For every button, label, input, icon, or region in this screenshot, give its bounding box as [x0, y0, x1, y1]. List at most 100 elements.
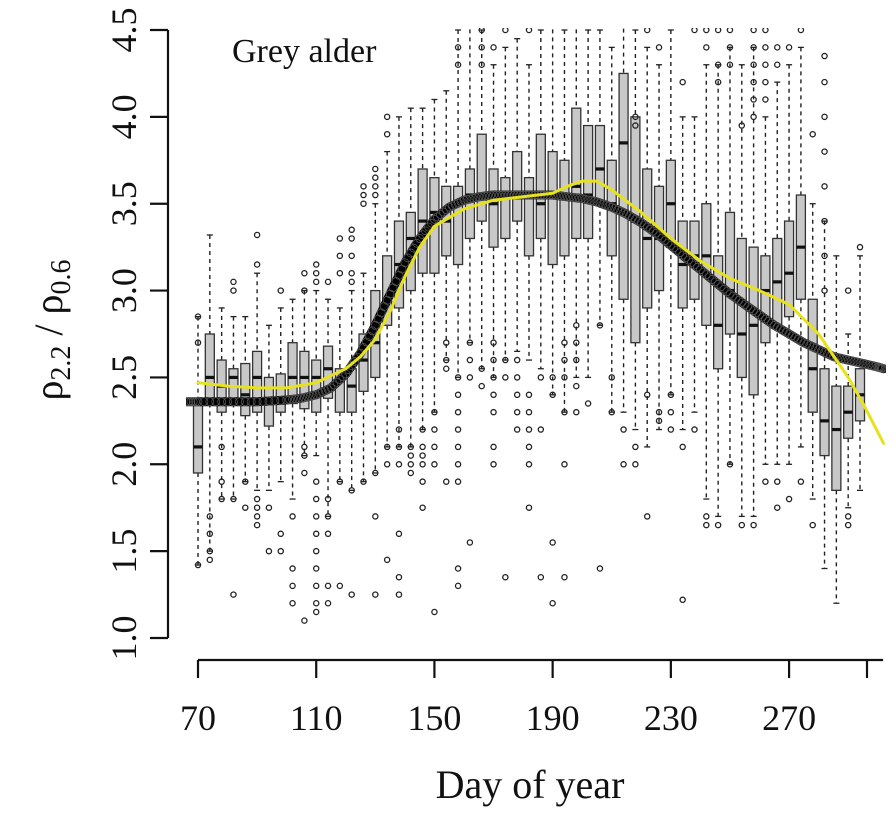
- outlier-point: [478, 28, 485, 34]
- boxplot-day-178: [512, 10, 523, 433]
- smooth-fit-point: [678, 250, 688, 260]
- outlier-point: [265, 504, 273, 511]
- smooth-fit-point: [571, 193, 581, 203]
- outlier-point: [383, 130, 391, 138]
- outlier-point: [714, 28, 722, 34]
- outlier-point: [301, 269, 308, 277]
- smooth-fit-point: [642, 222, 652, 232]
- outlier-point: [750, 521, 757, 529]
- outlier-point: [797, 478, 805, 485]
- boxplot-day-110: [311, 261, 322, 616]
- outlier-point: [348, 278, 355, 286]
- outlier-point: [253, 521, 261, 529]
- smooth-fit-point: [858, 359, 868, 368]
- outlier-point: [419, 452, 426, 459]
- smooth-fit-point: [663, 238, 673, 248]
- outlier-point: [312, 608, 320, 616]
- box-iqr: [523, 177, 535, 257]
- outlier-point: [324, 495, 332, 503]
- boxplot-day-94: [263, 324, 275, 555]
- smooth-fit-point: [734, 295, 744, 305]
- outlier-point: [809, 130, 816, 138]
- outlier-point: [253, 231, 261, 239]
- outlier-point: [312, 261, 320, 268]
- boxplot-day-90: [251, 231, 263, 529]
- outlier-point: [525, 391, 533, 399]
- smooth-fit-point: [406, 248, 416, 258]
- outlier-point: [348, 487, 355, 494]
- outlier-point: [703, 521, 710, 529]
- outlier-point: [431, 461, 438, 468]
- outlier-point: [372, 591, 379, 598]
- smooth-fit-point: [468, 193, 478, 203]
- smooth-fit-point: [758, 312, 767, 322]
- boxplot-day-174: [500, 28, 511, 581]
- smooth-fit-point: [855, 358, 865, 368]
- outlier-point: [490, 374, 497, 381]
- smooth-fit-point: [186, 397, 191, 407]
- outlier-point: [608, 374, 616, 381]
- outlier-point: [726, 61, 734, 68]
- smooth-fit-point: [291, 394, 300, 404]
- smooth-fit-point: [299, 393, 309, 402]
- outlier-point: [809, 521, 816, 529]
- outlier-point: [407, 469, 415, 477]
- boxplot-day-270: [783, 44, 795, 503]
- boxplot-day-122: [346, 226, 357, 598]
- outlier-point: [312, 600, 320, 607]
- outlier-point: [312, 513, 320, 520]
- outlier-point: [490, 443, 497, 451]
- outlier-point: [395, 573, 403, 581]
- smooth-fit-point: [681, 253, 691, 262]
- y-label-rho-1: ρ: [26, 381, 71, 401]
- boxplot-day-166: [476, 28, 487, 390]
- smooth-fit-point: [376, 308, 386, 318]
- boxplot-day-138: [393, 116, 405, 598]
- outlier-point: [454, 565, 462, 572]
- outlier-point: [419, 504, 426, 511]
- smooth-fit-point: [672, 245, 682, 255]
- outlier-point: [561, 339, 568, 346]
- outlier-point: [821, 217, 828, 225]
- outlier-point: [704, 10, 709, 15]
- outlier-point: [844, 513, 852, 520]
- outlier-point: [277, 530, 284, 538]
- smooth-fit-point: [660, 236, 670, 245]
- outlier-point: [218, 478, 225, 485]
- outlier-point: [573, 356, 580, 364]
- smooth-fit-point: [698, 267, 708, 277]
- smooth-fit-point: [719, 284, 729, 294]
- boxplot-day-234: [677, 78, 688, 604]
- boxplot-day-218: [630, 29, 641, 468]
- smooth-fit-point: [512, 190, 522, 200]
- box-iqr: [251, 350, 263, 413]
- outlier-point: [478, 61, 485, 68]
- box-iqr: [571, 107, 582, 240]
- smooth-fit-point: [270, 396, 280, 406]
- boxplot-day-186: [535, 29, 546, 581]
- outlier-point: [525, 28, 533, 34]
- smooth-fit-point: [684, 255, 693, 265]
- outlier-point: [490, 461, 497, 468]
- outlier-point: [774, 44, 781, 51]
- outlier-point: [431, 443, 438, 451]
- outlier-point: [655, 417, 663, 425]
- outlier-point: [515, 10, 520, 15]
- outlier-point: [750, 44, 757, 51]
- outlier-point: [763, 10, 768, 15]
- smooth-fit-point: [574, 193, 584, 203]
- outlier-point: [550, 10, 555, 15]
- box-iqr: [275, 373, 286, 413]
- box-iqr: [452, 185, 464, 266]
- box-iqr: [712, 255, 724, 370]
- outlier-point: [407, 461, 415, 468]
- outlier-point: [844, 287, 852, 294]
- smooth-fit-point: [435, 210, 445, 219]
- boxplot-day-278: [807, 130, 818, 529]
- x-tick-label: 110: [290, 698, 343, 738]
- outlier-point: [478, 382, 485, 390]
- y-tick-label: 4.5: [104, 8, 144, 53]
- smooth-fit-point: [373, 314, 383, 324]
- x-tick-label: 150: [407, 698, 461, 738]
- outlier-point: [655, 44, 663, 51]
